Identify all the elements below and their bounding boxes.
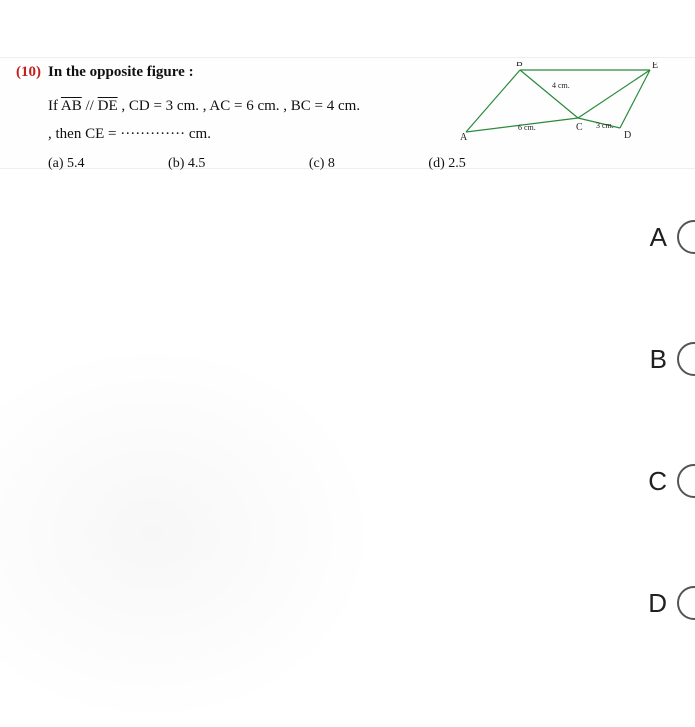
answer-row-b: B bbox=[615, 342, 695, 376]
question-title: In the opposite figure : bbox=[48, 64, 194, 81]
option-d: (d) 2.5 bbox=[428, 156, 465, 172]
given-values: , CD = 3 cm. , AC = 6 cm. , BC = 4 cm. bbox=[118, 98, 360, 114]
svg-text:4 cm.: 4 cm. bbox=[552, 81, 570, 90]
question-line1: If AB // DE , CD = 3 cm. , AC = 6 cm. , … bbox=[48, 98, 360, 115]
option-c: (c) 8 bbox=[309, 156, 335, 172]
question-block: (10) In the opposite figure : If AB // D… bbox=[0, 57, 695, 169]
segment-ab: AB bbox=[61, 98, 82, 114]
svg-text:B: B bbox=[516, 62, 523, 69]
answer-radio-d[interactable] bbox=[677, 586, 695, 620]
question-line2: , then CE = ············· cm. bbox=[48, 126, 211, 143]
parallel-text: // bbox=[82, 98, 98, 114]
paper-smudge bbox=[0, 340, 380, 727]
answer-row-d: D bbox=[615, 586, 695, 620]
svg-text:6 cm.: 6 cm. bbox=[518, 123, 536, 132]
svg-text:3 cm.: 3 cm. bbox=[596, 121, 614, 130]
svg-text:E: E bbox=[652, 62, 658, 71]
svg-text:C: C bbox=[576, 122, 583, 133]
answer-label-b: B bbox=[650, 344, 667, 375]
answer-row-c: C bbox=[615, 464, 695, 498]
question-options: (a) 5.4 (b) 4.5 (c) 8 (d) 2.5 bbox=[48, 156, 568, 172]
segment-de: DE bbox=[98, 98, 118, 114]
answer-label-c: C bbox=[648, 466, 667, 497]
svg-text:D: D bbox=[624, 130, 631, 141]
svg-text:A: A bbox=[460, 132, 468, 142]
option-b: (b) 4.5 bbox=[168, 156, 205, 172]
answer-radio-b[interactable] bbox=[677, 342, 695, 376]
answer-choices: A B C D bbox=[615, 220, 695, 708]
option-a: (a) 5.4 bbox=[48, 156, 85, 172]
answer-radio-c[interactable] bbox=[677, 464, 695, 498]
if-text: If bbox=[48, 98, 61, 114]
answer-row-a: A bbox=[615, 220, 695, 254]
answer-label-d: D bbox=[648, 588, 667, 619]
question-number: (10) bbox=[16, 64, 41, 81]
answer-label-a: A bbox=[650, 222, 667, 253]
geometry-figure: A B C D E 4 cm. 6 cm. 3 cm. bbox=[460, 62, 660, 142]
answer-radio-a[interactable] bbox=[677, 220, 695, 254]
